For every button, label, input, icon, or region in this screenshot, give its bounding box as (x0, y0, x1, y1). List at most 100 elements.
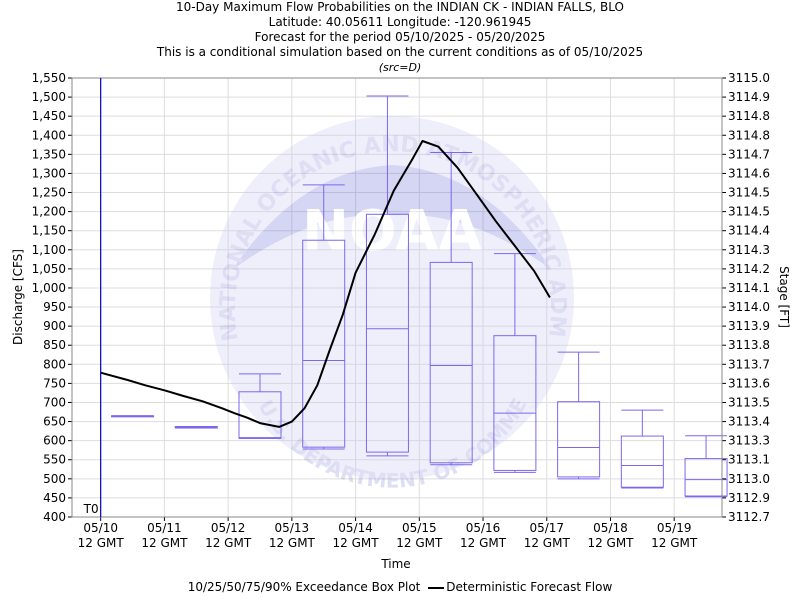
y2-tick-label: 3114.0 (728, 300, 770, 314)
y2-tick-label: 3115.0 (728, 71, 770, 85)
x-tick-date: 05/15 (402, 521, 437, 535)
y2-tick-label: 3114.6 (728, 166, 770, 180)
box-plots (111, 95, 728, 498)
legend-box-plot-label: 10/25/50/75/90% Exceedance Box Plot (187, 580, 421, 594)
box-plot (620, 409, 664, 489)
box-iqr (365, 213, 409, 453)
box-plot (238, 373, 282, 439)
box-plot (429, 151, 473, 466)
y-tick-label: 900 (43, 319, 66, 333)
legend-forecast-label: Deterministic Forecast Flow (446, 580, 613, 594)
y2-tick-label: 3114.4 (728, 224, 770, 238)
y2-tick-label: 3113.1 (728, 453, 770, 467)
x-tick-time: 12 GMT (205, 536, 252, 550)
y-tick-label: 450 (43, 491, 66, 505)
forecast-series (100, 140, 551, 428)
noaa-watermark: NOAA NATIONAL OCEANIC AND ATMOSPHERIC AD… (0, 0, 574, 493)
y-tick-label: 500 (43, 472, 66, 486)
x-tick-date: 05/10 (83, 521, 118, 535)
y-tick-label: 1,350 (32, 147, 66, 161)
box-plot (365, 95, 409, 457)
y-tick-label: 1,050 (32, 262, 66, 276)
watermark-disc (210, 116, 574, 480)
y2-tick-label: 3113.9 (728, 319, 770, 333)
legend-forecast-line-swatch (428, 586, 445, 589)
box-iqr (302, 239, 346, 448)
x-tick-date: 05/14 (338, 521, 373, 535)
watermark-gull-shape (232, 165, 552, 270)
y2-tick-label: 3113.3 (728, 434, 770, 448)
y-tick-label: 800 (43, 357, 66, 371)
x-tick-time: 12 GMT (524, 536, 571, 550)
y-tick-label: 1,500 (32, 90, 66, 104)
box-plot (493, 253, 537, 473)
axes: 400 3112.7 450 3112.9 500 3113.0 550 3113.1 600 3… (32, 71, 770, 550)
y-tick-label: 750 (43, 376, 66, 390)
y-tick-label: 1,150 (32, 224, 66, 238)
y-tick-label: 950 (43, 300, 66, 314)
chart-title-block: 10-Day Maximum Flow Probabilities on the… (0, 0, 800, 75)
y2-tick-label: 3114.8 (728, 128, 770, 142)
source-note: (src=D) (378, 61, 422, 74)
x-tick-time: 12 GMT (269, 536, 316, 550)
y2-tick-label: 3114.9 (728, 90, 770, 104)
grid (72, 77, 722, 518)
y2-tick-label: 3113.7 (728, 357, 770, 371)
y2-axis-label: Stage [FT] (777, 266, 791, 328)
y-tick-label: 650 (43, 415, 66, 429)
x-tick-date: 05/11 (147, 521, 182, 535)
y2-tick-label: 3112.9 (728, 491, 770, 505)
box-iqr (493, 335, 537, 471)
watermark-logo-text: NOAA (302, 199, 482, 264)
x-axis-label: Time (380, 557, 410, 571)
x-tick-time: 12 GMT (333, 536, 380, 550)
y2-tick-label: 3113.6 (728, 376, 770, 390)
x-tick-time: 12 GMT (396, 536, 443, 550)
y-tick-label: 850 (43, 338, 66, 352)
y2-tick-label: 3114.7 (728, 147, 770, 161)
y-tick-label: 400 (43, 510, 66, 524)
box-plot (557, 351, 601, 480)
x-tick-time: 12 GMT (141, 536, 188, 550)
forecast-line (100, 140, 551, 428)
x-tick-date: 05/13 (275, 521, 310, 535)
box-plot (174, 426, 218, 429)
x-tick-date: 05/16 (466, 521, 501, 535)
plot-frame (71, 77, 723, 518)
x-tick-date: 05/17 (529, 521, 564, 535)
legend: 10/25/50/75/90% Exceedance Box Plot Dete… (0, 580, 800, 594)
y2-tick-label: 3114.8 (728, 109, 770, 123)
box-plot (302, 184, 346, 450)
y-tick-label: 1,000 (32, 281, 66, 295)
x-tick-time: 12 GMT (587, 536, 634, 550)
y2-tick-label: 3114.3 (728, 243, 770, 257)
simulation-note: This is a conditional simulation based o… (156, 45, 644, 59)
y2-tick-label: 3114.5 (728, 205, 770, 219)
y2-tick-label: 3114.5 (728, 186, 770, 200)
location-coordinates: Latitude: 40.05611 Longitude: -120.96194… (268, 15, 532, 29)
x-tick-time: 12 GMT (651, 536, 698, 550)
y2-tick-label: 3113.0 (728, 472, 770, 486)
y2-tick-label: 3113.8 (728, 338, 770, 352)
y-tick-label: 1,550 (32, 71, 66, 85)
y2-tick-label: 3114.1 (728, 281, 770, 295)
forecast-period: Forecast for the period 05/10/2025 - 05/… (254, 30, 546, 44)
y-tick-label: 1,450 (32, 109, 66, 123)
y2-tick-label: 3114.2 (728, 262, 770, 276)
y-tick-label: 1,200 (32, 205, 66, 219)
y-tick-label: 1,250 (32, 186, 66, 200)
y-axis-label: Discharge [CFS] (11, 249, 25, 345)
box-iqr (620, 435, 664, 488)
t0-label: T0 (83, 502, 99, 516)
y2-tick-label: 3113.4 (728, 415, 770, 429)
box-iqr (684, 458, 728, 497)
chart-title: 10-Day Maximum Flow Probabilities on the… (175, 0, 624, 14)
x-tick-date: 05/19 (657, 521, 692, 535)
y-tick-label: 700 (43, 395, 66, 409)
y2-tick-label: 3112.7 (728, 510, 770, 524)
y-tick-label: 1,400 (32, 128, 66, 142)
box-plot (111, 415, 155, 418)
box-iqr (557, 401, 601, 478)
y-tick-label: 1,100 (32, 243, 66, 257)
y-tick-label: 600 (43, 434, 66, 448)
